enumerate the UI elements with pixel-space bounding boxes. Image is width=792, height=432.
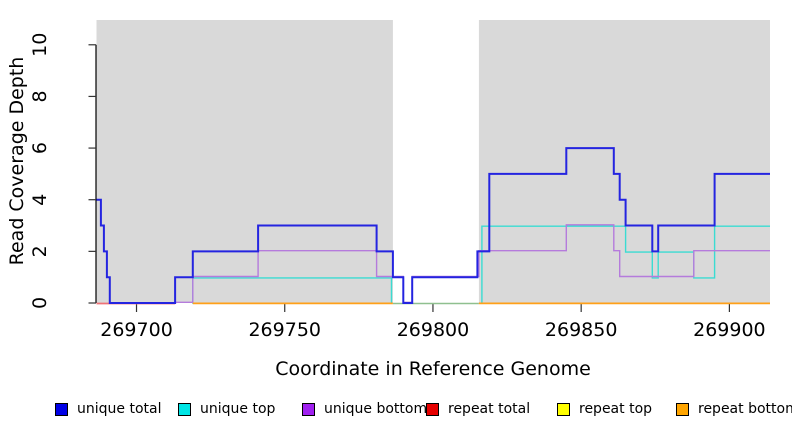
x-tick-label: 269700 bbox=[100, 319, 173, 341]
y-tick-label: 4 bbox=[29, 194, 51, 206]
legend-swatch-unique-total bbox=[55, 402, 68, 416]
x-tick-label: 269800 bbox=[397, 319, 470, 341]
y-tick-label: 0 bbox=[29, 297, 51, 309]
legend-item-unique-bottom: unique bottom bbox=[302, 399, 427, 419]
y-tick-label: 8 bbox=[29, 90, 51, 102]
legend-item-repeat-total: repeat total bbox=[426, 399, 530, 419]
y-tick-label: 10 bbox=[29, 33, 51, 57]
legend-swatch-unique-bottom bbox=[302, 402, 315, 416]
legend-item-unique-total: unique total bbox=[55, 399, 161, 419]
coverage-plot: 269700 269750 269800 269850 269900 0 2 4 6 8 10 bbox=[29, 20, 770, 341]
legend-label: unique total bbox=[77, 401, 162, 417]
y-tick-label: 6 bbox=[29, 142, 51, 154]
legend-label: repeat bottom bbox=[698, 401, 792, 417]
x-tick-label: 269900 bbox=[693, 319, 766, 341]
legend-label: repeat top bbox=[579, 401, 653, 417]
legend-swatch-repeat-bottom bbox=[676, 402, 689, 416]
y-axis-title: Read Coverage Depth bbox=[6, 56, 28, 266]
legend-item-repeat-top: repeat top bbox=[557, 399, 652, 419]
x-tick-label: 269850 bbox=[545, 319, 618, 341]
unique-total-line bbox=[96, 147, 770, 304]
legend: unique total unique top unique bottom repea… bbox=[0, 399, 792, 421]
legend-swatch-repeat-total bbox=[426, 402, 439, 416]
legend-swatch-unique-top bbox=[178, 402, 191, 416]
legend-label: unique bottom bbox=[324, 401, 428, 417]
x-tick-label: 269750 bbox=[248, 319, 321, 341]
legend-label: unique top bbox=[200, 401, 276, 417]
legend-swatch-repeat-top bbox=[557, 402, 570, 416]
masked-region-band bbox=[392, 20, 479, 303]
y-tick-label: 2 bbox=[29, 245, 51, 257]
legend-label: repeat total bbox=[448, 401, 531, 417]
legend-item-unique-top: unique top bbox=[178, 399, 275, 419]
x-axis-title: Coordinate in Reference Genome bbox=[275, 358, 591, 380]
legend-item-repeat-bottom: repeat bottom bbox=[676, 399, 792, 419]
